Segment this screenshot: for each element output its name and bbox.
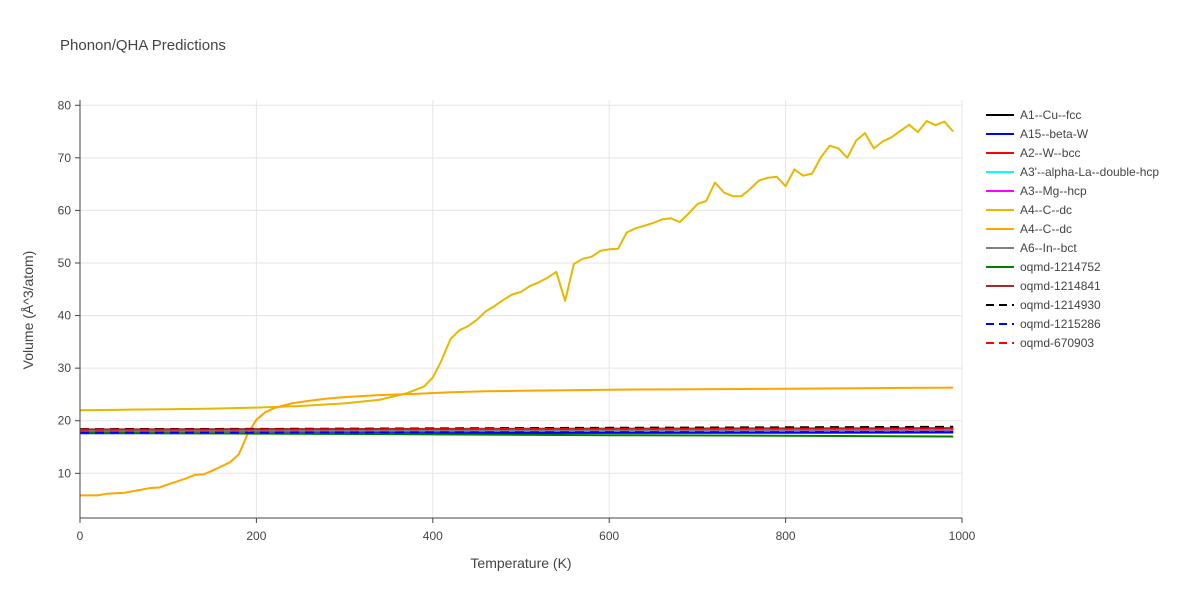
legend-item[interactable]: oqmd-1215286 xyxy=(986,317,1101,331)
plot-area xyxy=(79,120,954,497)
legend-label: A2--W--bcc xyxy=(1020,146,1080,160)
legend-label: oqmd-1215286 xyxy=(1020,317,1101,331)
legend-item[interactable]: A2--W--bcc xyxy=(986,146,1080,160)
x-tick-label: 600 xyxy=(599,529,619,543)
x-tick-label: 200 xyxy=(246,529,266,543)
series-line-12 xyxy=(79,427,954,431)
series-line-11 xyxy=(80,431,954,434)
legend-label: oqmd-1214841 xyxy=(1020,279,1101,293)
x-tick-label: 1000 xyxy=(949,529,976,543)
legend-item[interactable]: oqmd-670903 xyxy=(986,336,1094,350)
legend-label: A4--C--dc xyxy=(1020,222,1072,236)
legend-item[interactable]: oqmd-1214752 xyxy=(986,260,1101,274)
grid-lines xyxy=(80,100,963,518)
y-tick-label: 70 xyxy=(58,151,72,165)
legend-label: A15--beta-W xyxy=(1020,127,1089,141)
legend-label: A4--C--dc xyxy=(1020,203,1072,217)
y-tick-label: 40 xyxy=(58,309,72,323)
legend-item[interactable]: A1--Cu--fcc xyxy=(986,108,1081,122)
legend-item[interactable]: A3--Mg--hcp xyxy=(986,184,1087,198)
legend-label: A1--Cu--fcc xyxy=(1020,108,1081,122)
legend-label: oqmd-1214752 xyxy=(1020,260,1101,274)
legend-item[interactable]: A3'--alpha-La--double-hcp xyxy=(986,165,1159,179)
y-tick-label: 50 xyxy=(58,256,72,270)
legend-item[interactable]: A6--In--bct xyxy=(986,241,1077,255)
legend-label: A6--In--bct xyxy=(1020,241,1077,255)
y-axis-ticks: 10 20 30 40 50 60 70 80 xyxy=(58,98,80,480)
y-tick-label: 30 xyxy=(58,361,72,375)
y-tick-label: 10 xyxy=(58,466,72,480)
legend-label: A3'--alpha-La--double-hcp xyxy=(1020,165,1159,179)
y-tick-label: 80 xyxy=(58,98,72,112)
x-tick-label: 0 xyxy=(77,529,84,543)
legend-item[interactable]: A4--C--dc xyxy=(986,222,1072,236)
legend-item[interactable]: A4--C--dc xyxy=(986,203,1072,217)
axes xyxy=(79,100,962,519)
y-tick-label: 20 xyxy=(58,414,72,428)
legend-item[interactable]: oqmd-1214930 xyxy=(986,298,1101,312)
y-tick-label: 60 xyxy=(58,203,72,217)
series-line-6 xyxy=(80,386,954,497)
legend-item[interactable]: oqmd-1214841 xyxy=(986,279,1101,293)
y-axis-title: Volume (Å^3/atom) xyxy=(20,251,36,370)
legend-label: oqmd-670903 xyxy=(1020,336,1094,350)
chart-title: Phonon/QHA Predictions xyxy=(60,37,226,54)
series-line-5 xyxy=(79,120,954,412)
series-line-8 xyxy=(79,431,954,438)
legend-item[interactable]: A15--beta-W xyxy=(986,127,1089,141)
legend[interactable]: A1--Cu--fcc A15--beta-W A2--W--bcc A3'--alp… xyxy=(986,108,1159,350)
legend-label: A3--Mg--hcp xyxy=(1020,184,1087,198)
x-axis-ticks: 0 200 400 600 800 1000 xyxy=(77,518,976,543)
x-tick-label: 400 xyxy=(423,529,443,543)
series-line-7 xyxy=(79,428,954,432)
x-axis-title: Temperature (K) xyxy=(470,555,571,571)
legend-label: oqmd-1214930 xyxy=(1020,298,1101,312)
x-tick-label: 800 xyxy=(776,529,796,543)
